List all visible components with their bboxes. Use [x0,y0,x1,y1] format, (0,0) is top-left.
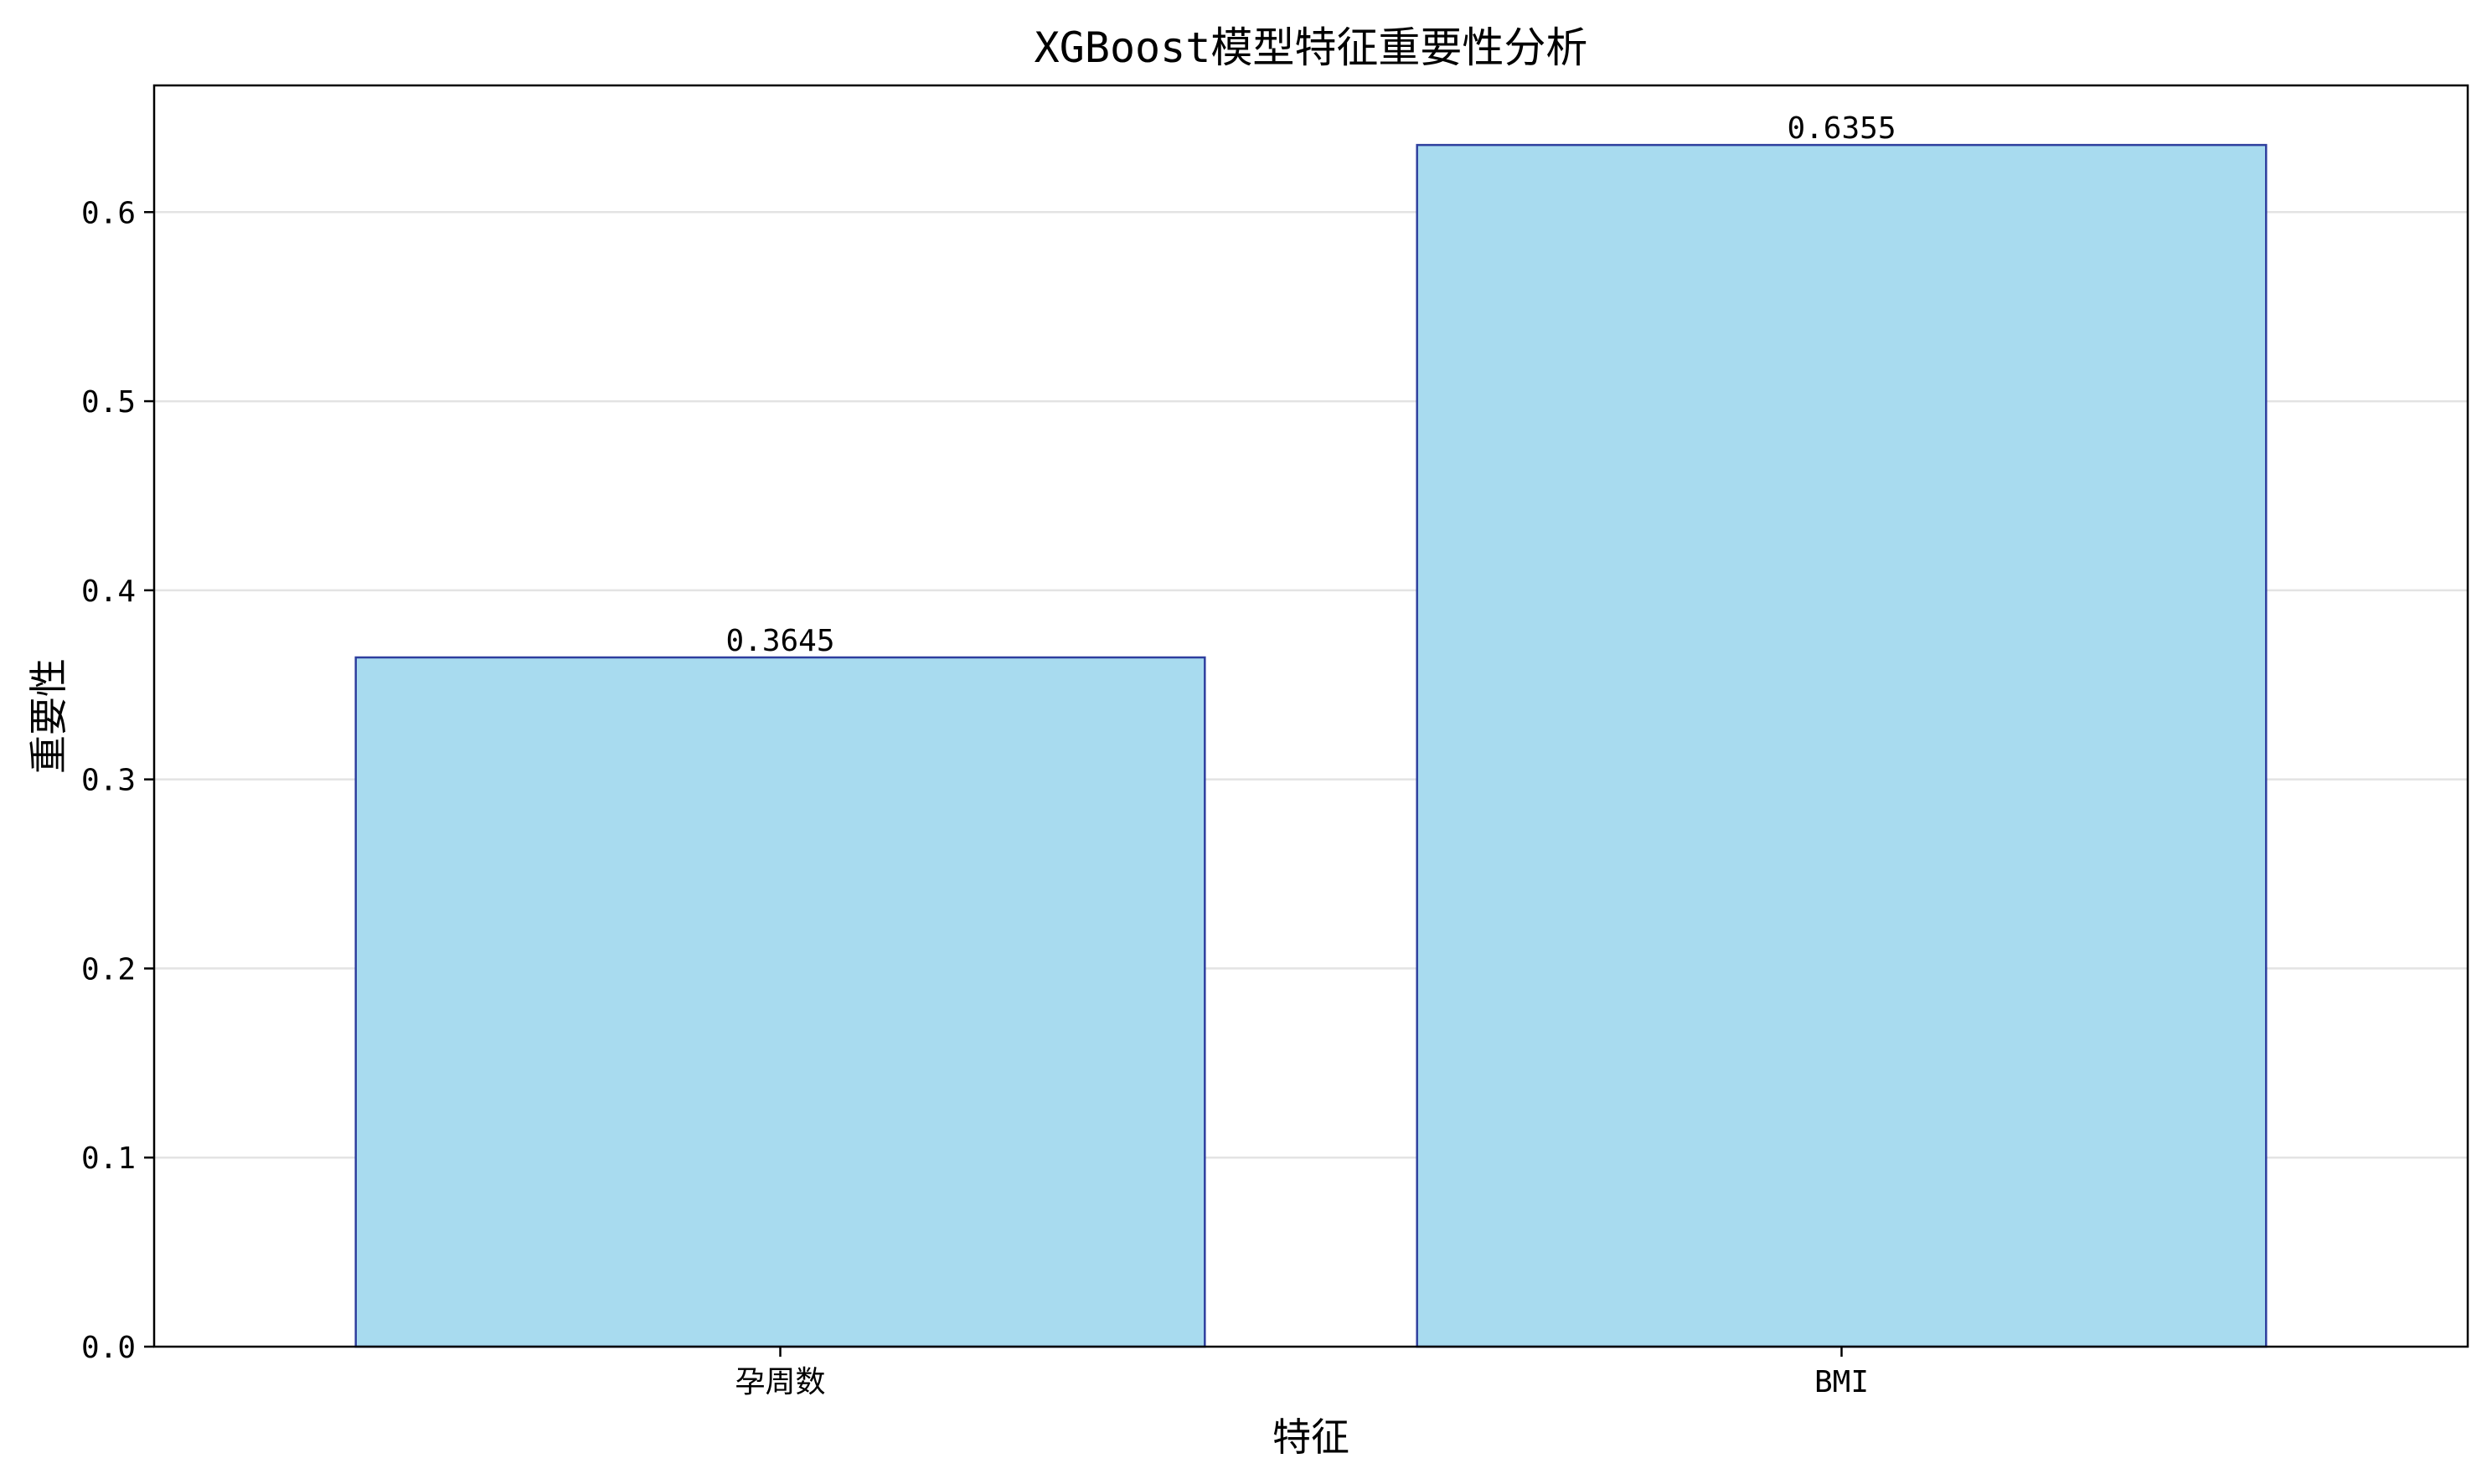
bar-value-label: 0.3645 [725,624,834,658]
x-tick-label: 孕周数 [735,1365,826,1399]
y-tick-label: 0.1 [81,1141,136,1176]
bars [354,143,2268,1348]
x-tick-label: BMI [1814,1365,1869,1399]
data-labels: 0.3645 0.6355 [725,111,1896,658]
x-axis-label: 特征 [1272,1414,1349,1460]
y-tick-label: 0.0 [81,1331,136,1365]
y-axis-label: 重要性 [26,658,71,774]
bar-1 [1416,143,2268,1348]
y-tick-label: 0.4 [81,575,136,609]
x-ticks: 孕周数 BMI [735,1347,1869,1399]
bar-0 [354,656,1206,1348]
y-tick-label: 0.5 [81,385,136,420]
y-tick-label: 0.2 [81,952,136,987]
chart-title: XGBoost模型特征重要性分析 [1035,23,1588,72]
plot-frame [152,84,2469,1348]
y-ticks: 0.0 0.1 0.2 0.3 0.4 0.5 0.6 [81,196,154,1365]
y-tick-label: 0.6 [81,196,136,230]
y-tick-label: 0.3 [81,764,136,798]
bar-value-label: 0.6355 [1787,111,1896,146]
